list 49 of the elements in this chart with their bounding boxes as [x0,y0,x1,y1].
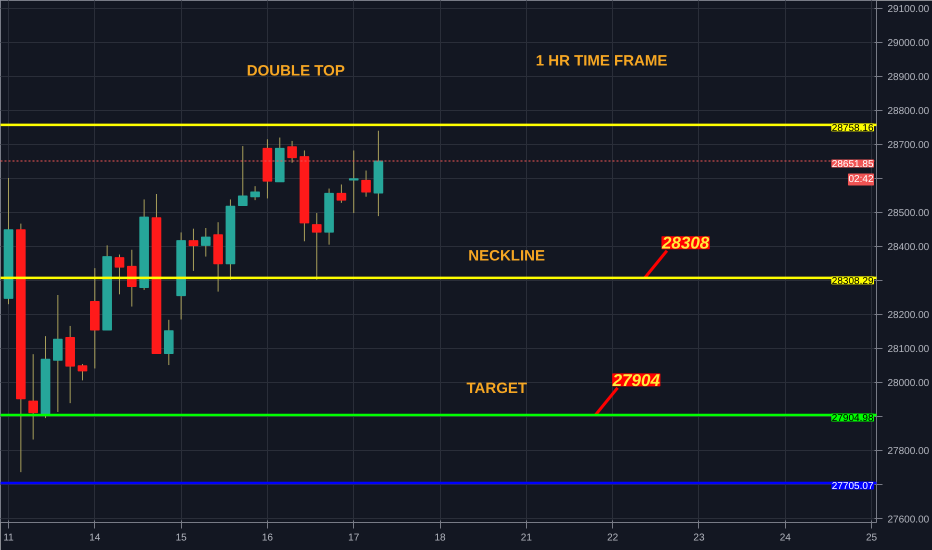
candlestick [200,228,211,258]
candlestick [28,354,38,440]
x-tick-label: 16 [262,532,274,544]
y-tick-label: 27800.00 [888,446,930,458]
annotation: NECKLINE [468,247,545,264]
x-tick-label: 15 [176,532,188,544]
candlestick [114,254,124,295]
candlestick [188,228,198,272]
candlestick [361,170,371,198]
annotation: 27904 [612,370,660,390]
x-tick-label: 25 [866,532,878,544]
candlestick [238,146,248,206]
annotation: 1 HR TIME FRAME [536,52,668,70]
ref-line-label: 27705.07 [832,481,874,492]
candlestick [336,184,346,204]
x-tick-label: 23 [693,532,705,544]
y-tick-label: 28100.00 [888,344,930,356]
candlestick [78,364,88,381]
y-tick-label: 29000.00 [888,38,930,50]
y-tick-label: 28000.00 [888,378,930,390]
y-tick-label: 28200.00 [888,310,930,322]
x-tick-label: 22 [607,532,619,544]
ref-line-label: 27904.98 [832,413,874,424]
x-tick-label: 14 [89,532,101,544]
ref-line-label: 28308.29 [832,276,874,287]
candlestick [287,140,297,164]
candlestick [164,319,174,366]
ref-line-label: 28651.85 [832,159,874,170]
candlestick [312,212,322,280]
y-tick-label: 28400.00 [888,242,930,254]
ref-line-label: 28758.16 [832,122,874,134]
x-tick-label: 18 [434,532,446,544]
y-tick-label: 28700.00 [888,140,930,152]
x-tick-label: 11 [3,532,14,544]
y-tick-label: 27600.00 [888,514,930,526]
x-tick-label: 17 [348,532,360,544]
annotation: DOUBLE TOP [246,62,345,80]
x-tick-label: 21 [520,532,532,544]
candlestick [53,294,63,412]
y-tick-label: 28800.00 [888,106,930,118]
y-tick-label: 28900.00 [888,72,930,84]
x-tick-label: 24 [780,532,792,544]
y-tick-label: 28500.00 [888,208,930,220]
annotation: 28308 [660,234,710,253]
annotation: TARGET [466,380,528,398]
y-tick-label: 29100.00 [888,4,930,16]
candlestick [250,186,260,201]
annotation: 02:42 [848,174,874,186]
candlestick [348,150,359,214]
